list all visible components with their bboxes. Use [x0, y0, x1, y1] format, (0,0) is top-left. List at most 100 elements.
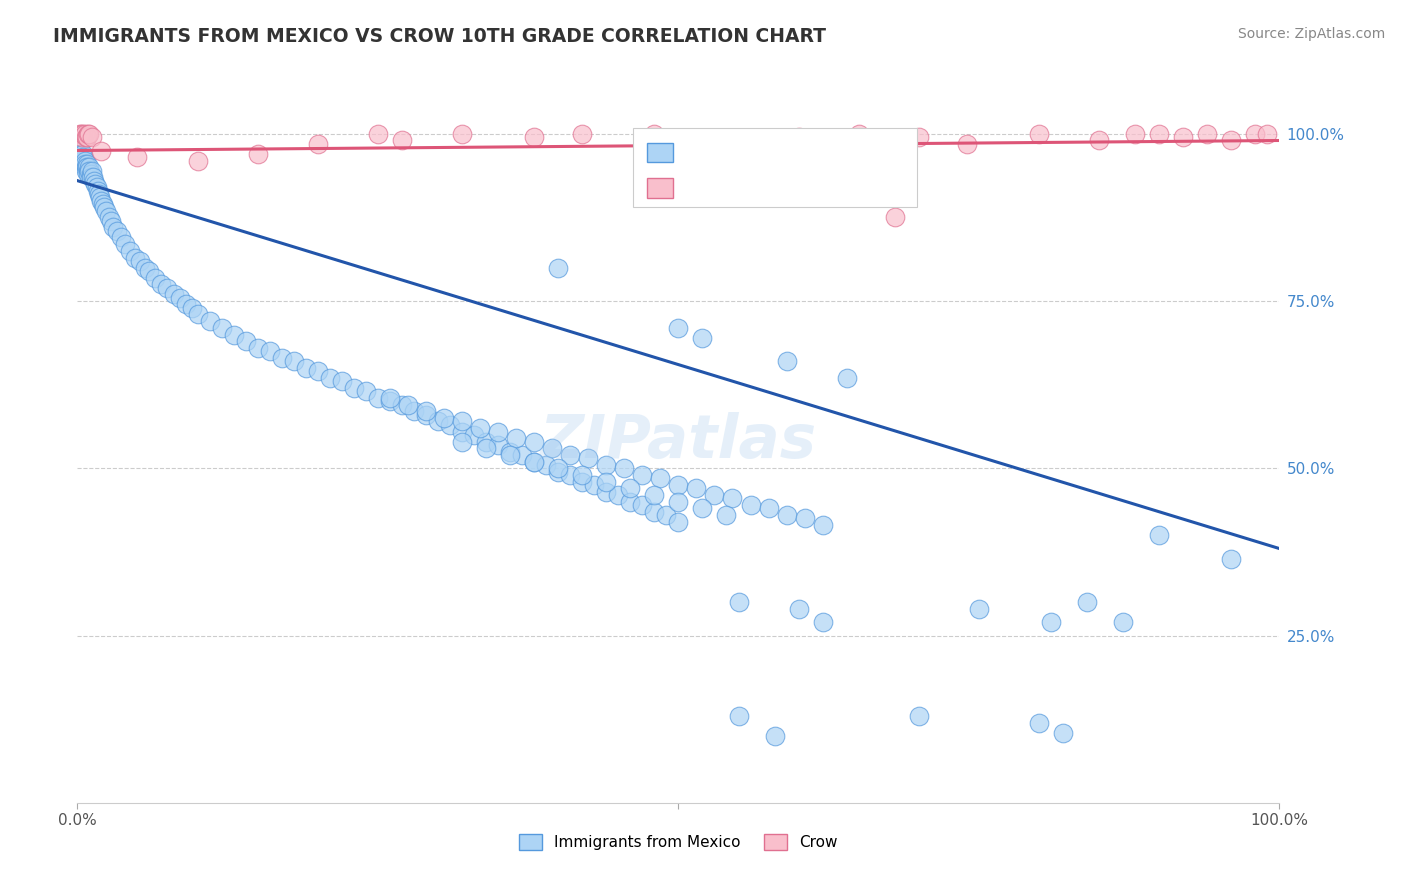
Point [198, 314, 221, 328]
Point [721, 491, 744, 506]
Point [127, 150, 149, 164]
Point [468, 421, 491, 435]
Point [73, 153, 96, 168]
Point [560, 467, 582, 482]
Point [86, 180, 108, 194]
Point [124, 251, 146, 265]
Point [259, 344, 281, 359]
Point [138, 264, 160, 278]
Point [908, 130, 931, 145]
Point [114, 237, 136, 252]
Point [319, 371, 342, 385]
Point [1088, 134, 1111, 148]
Point [246, 341, 269, 355]
Point [547, 465, 569, 479]
Text: IMMIGRANTS FROM MEXICO VS CROW 10TH GRADE CORRELATION CHART: IMMIGRANTS FROM MEXICO VS CROW 10TH GRAD… [53, 27, 827, 45]
Point [76, 130, 98, 145]
Point [87, 187, 110, 202]
Point [367, 391, 389, 405]
Point [510, 448, 533, 462]
Point [69, 127, 91, 141]
Point [73, 157, 96, 171]
Point [402, 404, 425, 418]
Point [90, 144, 112, 158]
Point [110, 230, 132, 244]
Point [70, 157, 93, 171]
Point [343, 381, 366, 395]
Point [83, 173, 105, 188]
Point [235, 334, 257, 349]
Point [1173, 130, 1195, 145]
Point [523, 130, 546, 145]
Point [668, 478, 690, 492]
Point [1256, 127, 1278, 141]
Point [73, 127, 96, 141]
Point [560, 448, 582, 462]
Point [692, 331, 714, 345]
Point [583, 478, 606, 492]
Point [75, 163, 97, 178]
Point [415, 408, 437, 422]
Point [595, 475, 617, 489]
Point [79, 163, 101, 178]
Point [70, 147, 93, 161]
Text: Source: ZipAtlas.com: Source: ZipAtlas.com [1237, 27, 1385, 41]
Point [246, 147, 269, 161]
Point [505, 431, 527, 445]
Point [1040, 615, 1063, 630]
Point [76, 157, 98, 171]
Point [571, 475, 593, 489]
Point [100, 214, 122, 228]
Point [758, 501, 780, 516]
Point [451, 434, 474, 449]
Point [499, 448, 522, 462]
Point [1149, 528, 1171, 542]
Point [80, 130, 103, 145]
Point [1076, 595, 1098, 609]
Point [547, 260, 569, 275]
Text: N =: N = [762, 144, 793, 161]
Point [692, 501, 714, 516]
Point [727, 595, 749, 609]
Point [775, 508, 797, 523]
Point [433, 411, 456, 425]
Point [463, 427, 485, 442]
Point [727, 708, 749, 723]
Point [76, 161, 98, 175]
Point [475, 442, 498, 455]
Point [763, 729, 786, 743]
Point [619, 482, 641, 496]
Point [740, 498, 762, 512]
Point [186, 153, 209, 168]
Point [576, 451, 599, 466]
Point [105, 224, 128, 238]
Point [787, 602, 810, 616]
Point [523, 455, 546, 469]
Point [486, 425, 509, 439]
Point [378, 391, 401, 405]
Point [775, 354, 797, 368]
Point [607, 488, 630, 502]
Point [80, 163, 103, 178]
Point [270, 351, 292, 365]
Point [391, 398, 413, 412]
Point [1244, 127, 1267, 141]
Point [619, 494, 641, 508]
Point [72, 127, 94, 141]
Point [150, 277, 173, 292]
Point [811, 615, 834, 630]
Text: ZIPatlas: ZIPatlas [540, 412, 817, 471]
Point [186, 307, 209, 322]
Point [655, 508, 678, 523]
Point [499, 444, 522, 458]
Point [90, 194, 112, 208]
Point [908, 708, 931, 723]
Point [415, 404, 437, 418]
Point [70, 153, 93, 168]
Point [631, 467, 654, 482]
Point [91, 197, 114, 211]
Point [120, 244, 142, 258]
Point [685, 482, 707, 496]
Point [96, 203, 118, 218]
Text: R =: R = [683, 179, 713, 197]
